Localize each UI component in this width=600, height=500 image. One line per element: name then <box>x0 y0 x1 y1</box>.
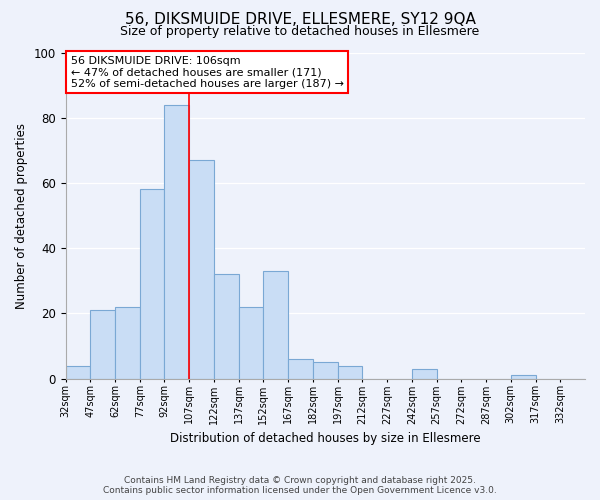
Bar <box>164 104 189 378</box>
X-axis label: Distribution of detached houses by size in Ellesmere: Distribution of detached houses by size … <box>170 432 481 445</box>
Text: Size of property relative to detached houses in Ellesmere: Size of property relative to detached ho… <box>121 25 479 38</box>
Bar <box>115 307 140 378</box>
Bar <box>313 362 338 378</box>
Text: 56 DIKSMUIDE DRIVE: 106sqm
← 47% of detached houses are smaller (171)
52% of sem: 56 DIKSMUIDE DRIVE: 106sqm ← 47% of deta… <box>71 56 344 89</box>
Bar <box>288 359 313 378</box>
Bar <box>239 307 263 378</box>
Bar <box>338 366 362 378</box>
Bar <box>189 160 214 378</box>
Bar <box>412 369 437 378</box>
Bar <box>90 310 115 378</box>
Bar <box>65 366 90 378</box>
Bar <box>140 190 164 378</box>
Y-axis label: Number of detached properties: Number of detached properties <box>15 122 28 308</box>
Text: 56, DIKSMUIDE DRIVE, ELLESMERE, SY12 9QA: 56, DIKSMUIDE DRIVE, ELLESMERE, SY12 9QA <box>125 12 475 28</box>
Bar <box>263 271 288 378</box>
Bar <box>511 376 536 378</box>
Text: Contains HM Land Registry data © Crown copyright and database right 2025.
Contai: Contains HM Land Registry data © Crown c… <box>103 476 497 495</box>
Bar <box>214 274 239 378</box>
